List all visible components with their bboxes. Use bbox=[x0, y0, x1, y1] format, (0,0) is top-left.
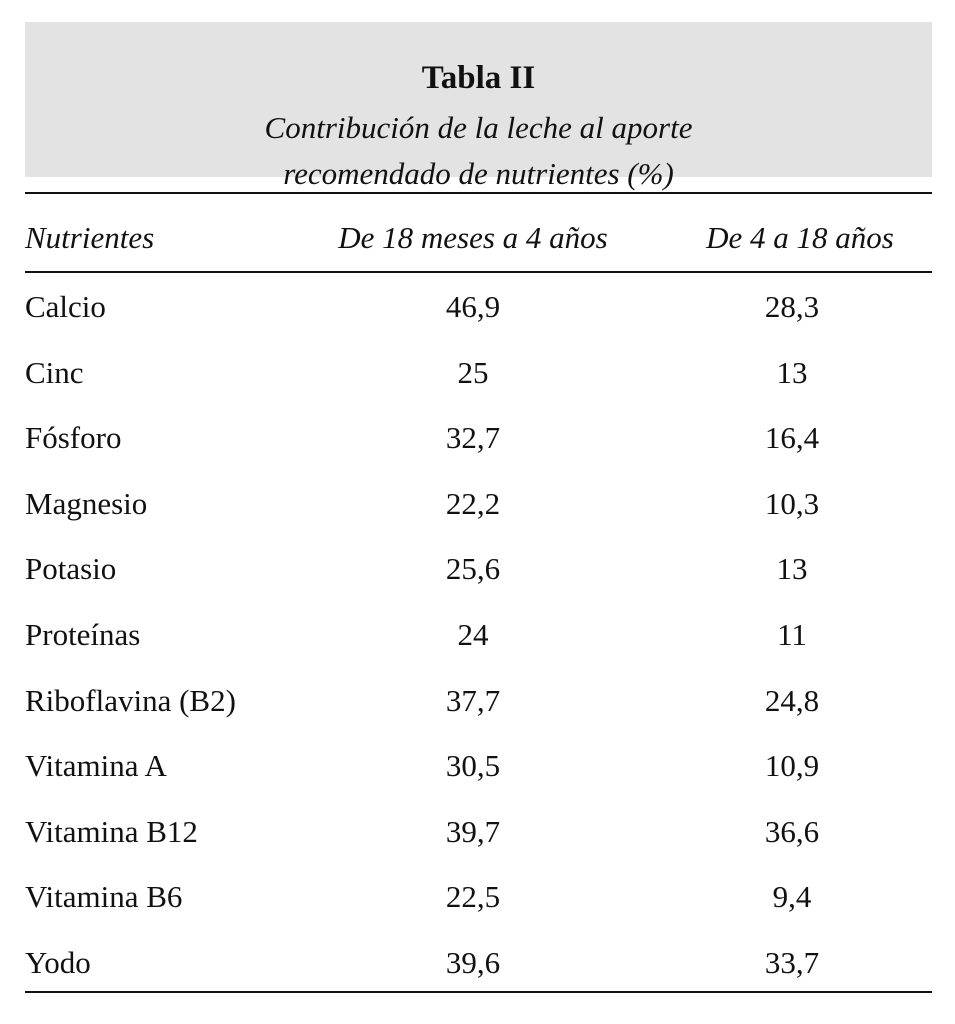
value-18-meses-4-anos: 22,2 bbox=[445, 485, 501, 521]
table-row: Vitamina A 30,5 10,9 bbox=[25, 746, 932, 786]
value-18-meses-4-anos: 37,7 bbox=[445, 682, 501, 718]
value-18-meses-4-anos: 46,9 bbox=[445, 289, 501, 324]
table-subtitle: Contribución de la leche al aporte recom… bbox=[25, 105, 932, 197]
nutrient-name: Vitamina B12 bbox=[25, 813, 198, 849]
nutrient-name: Riboflavina (B2) bbox=[25, 682, 236, 718]
value-4-18-anos: 36,6 bbox=[764, 813, 820, 849]
table-row: Calcio 46,9 28,3 bbox=[25, 287, 932, 327]
table-row: Riboflavina (B2) 37,7 24,8 bbox=[25, 681, 932, 721]
value-4-18-anos: 28,3 bbox=[764, 289, 820, 324]
value-18-meses-4-anos: 22,5 bbox=[445, 879, 501, 915]
top-rule bbox=[25, 192, 932, 194]
value-4-18-anos: 13 bbox=[776, 354, 808, 390]
value-4-18-anos: 11 bbox=[777, 617, 807, 652]
table-row: Potasio 25,6 13 bbox=[25, 549, 932, 589]
nutrient-name: Fósforo bbox=[25, 420, 122, 456]
value-18-meses-4-anos: 30,5 bbox=[445, 748, 501, 784]
nutrient-name: Calcio bbox=[25, 289, 106, 324]
value-18-meses-4-anos: 32,7 bbox=[445, 420, 501, 456]
subtitle-line-1: Contribución de la leche al aporte bbox=[264, 110, 693, 145]
value-4-18-anos: 13 bbox=[776, 551, 808, 587]
table-row: Cinc 25 13 bbox=[25, 353, 932, 393]
value-4-18-anos: 16,4 bbox=[764, 420, 820, 456]
value-18-meses-4-anos: 39,7 bbox=[445, 813, 501, 849]
value-4-18-anos: 9,4 bbox=[772, 879, 812, 915]
nutrient-name: Potasio bbox=[25, 551, 117, 587]
value-4-18-anos: 24,8 bbox=[764, 682, 820, 718]
value-18-meses-4-anos: 25,6 bbox=[445, 551, 501, 587]
value-18-meses-4-anos: 24 bbox=[457, 617, 489, 652]
value-4-18-anos: 33,7 bbox=[764, 945, 820, 980]
table-row: Vitamina B12 39,7 36,6 bbox=[25, 812, 932, 852]
subtitle-line-2: recomendado de nutrientes (%) bbox=[283, 156, 674, 191]
header-rule bbox=[25, 271, 932, 273]
bottom-rule bbox=[25, 991, 932, 993]
table-row: Vitamina B6 22,5 9,4 bbox=[25, 877, 932, 917]
table-title: Tabla II bbox=[421, 60, 536, 96]
value-4-18-anos: 10,3 bbox=[764, 485, 820, 521]
nutrient-name: Yodo bbox=[25, 945, 91, 980]
nutrient-name: Proteínas bbox=[25, 617, 141, 652]
header-nutrientes: Nutrientes bbox=[25, 220, 155, 255]
table-row: Fósforo 32,7 16,4 bbox=[25, 418, 932, 458]
table-caption: Tabla II Contribución de la leche al apo… bbox=[25, 22, 932, 191]
value-18-meses-4-anos: 39,6 bbox=[445, 945, 501, 980]
table-row: Proteínas 24 11 bbox=[25, 615, 932, 655]
table-header-row: Nutrientes De 18 meses a 4 años De 4 a 1… bbox=[25, 218, 932, 258]
nutrient-name: Cinc bbox=[25, 354, 84, 390]
header-4-18-anos: De 4 a 18 años bbox=[706, 220, 894, 255]
value-18-meses-4-anos: 25 bbox=[457, 354, 489, 390]
table-row: Magnesio 22,2 10,3 bbox=[25, 484, 932, 524]
value-4-18-anos: 10,9 bbox=[764, 748, 820, 784]
nutrient-name: Vitamina B6 bbox=[25, 879, 183, 915]
header-18-meses-4-anos: De 18 meses a 4 años bbox=[338, 220, 608, 255]
table-row: Yodo 39,6 33,7 bbox=[25, 943, 932, 983]
nutrient-name: Magnesio bbox=[25, 485, 148, 521]
nutrient-name: Vitamina A bbox=[25, 748, 167, 784]
